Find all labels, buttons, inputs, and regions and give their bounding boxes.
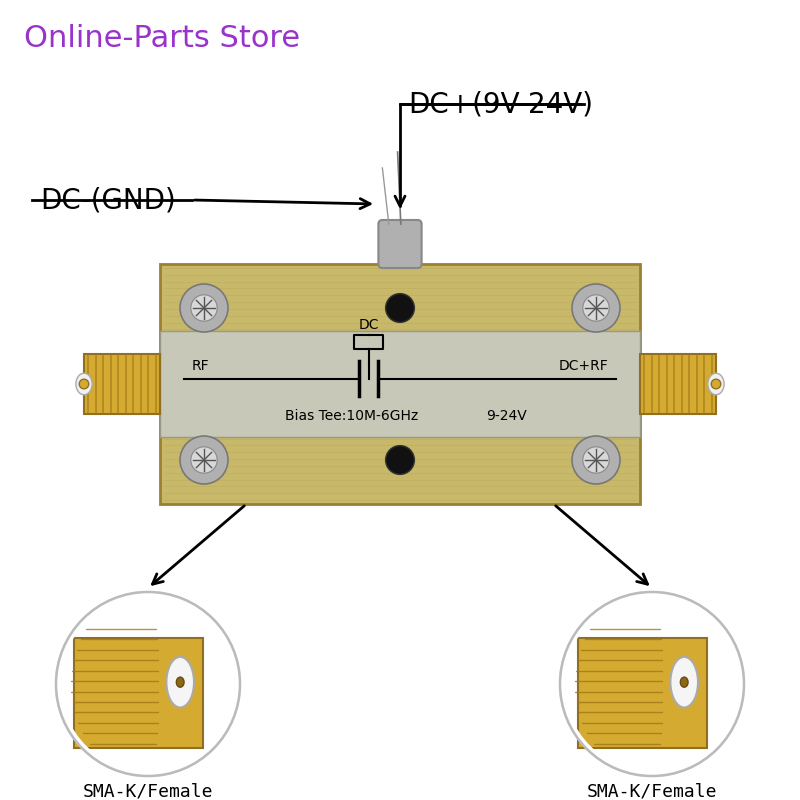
Circle shape (79, 379, 89, 389)
Bar (640, 354, 716, 414)
Circle shape (386, 294, 414, 322)
Text: SMA-K/Female: SMA-K/Female (82, 783, 214, 800)
Text: DC: DC (358, 318, 379, 332)
Circle shape (582, 446, 610, 473)
Bar (84, 354, 160, 414)
Circle shape (572, 436, 620, 484)
Text: DC+(9V-24V): DC+(9V-24V) (408, 90, 593, 118)
Circle shape (572, 284, 620, 332)
Circle shape (386, 446, 414, 474)
Ellipse shape (680, 677, 688, 687)
Circle shape (582, 295, 610, 322)
Circle shape (191, 295, 218, 322)
Ellipse shape (176, 677, 184, 687)
Circle shape (560, 592, 744, 776)
Ellipse shape (166, 657, 194, 707)
Text: 9-24V: 9-24V (486, 409, 527, 422)
Circle shape (711, 379, 721, 389)
Text: Online-Parts Store: Online-Parts Store (24, 24, 300, 53)
Text: RF: RF (192, 359, 210, 373)
Circle shape (180, 436, 228, 484)
Text: SMA-K/Female: SMA-K/Female (586, 783, 718, 800)
Bar (578, 638, 707, 749)
Bar (74, 638, 203, 749)
FancyBboxPatch shape (160, 264, 640, 504)
Text: DC-(GND): DC-(GND) (40, 186, 176, 214)
Text: Bias Tee:10M-6GHz: Bias Tee:10M-6GHz (285, 409, 418, 422)
Circle shape (191, 446, 218, 473)
Circle shape (180, 284, 228, 332)
Ellipse shape (76, 373, 92, 395)
Ellipse shape (670, 657, 698, 707)
Text: DC+RF: DC+RF (558, 359, 608, 373)
FancyBboxPatch shape (378, 220, 422, 268)
Circle shape (56, 592, 240, 776)
Ellipse shape (708, 373, 724, 395)
Bar (160, 331, 640, 437)
